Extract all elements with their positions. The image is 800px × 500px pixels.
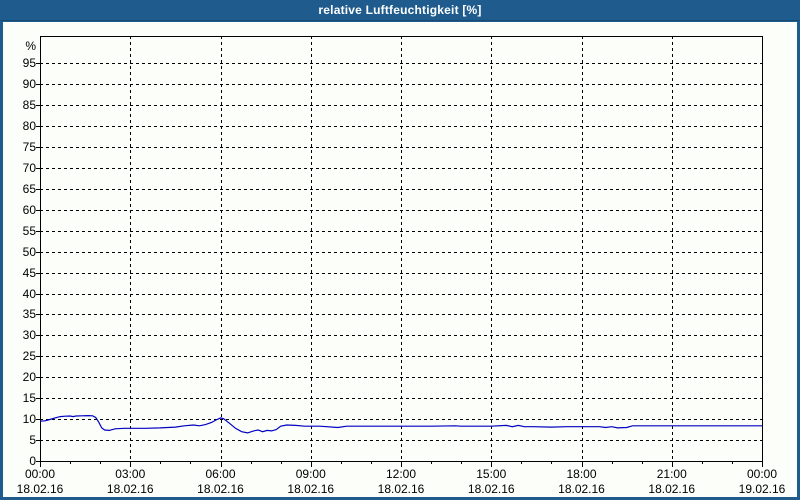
svg-text:85: 85 [23, 98, 37, 112]
svg-text:18.02.16: 18.02.16 [107, 482, 154, 496]
chart-content-area: % 0 5 10 15 20 25 30 35 40 45 50 55 60 65 70 75 80 85 90 95 0… [3, 22, 797, 497]
svg-text:5: 5 [29, 433, 36, 447]
svg-text:20: 20 [23, 370, 37, 384]
svg-text:19.02.16: 19.02.16 [739, 482, 786, 496]
svg-text:0: 0 [29, 454, 36, 468]
svg-text:15:00: 15:00 [476, 467, 506, 481]
svg-text:18.02.16: 18.02.16 [468, 482, 515, 496]
svg-text:03:00: 03:00 [115, 467, 145, 481]
svg-text:00:00: 00:00 [747, 467, 777, 481]
svg-text:45: 45 [23, 266, 37, 280]
svg-text:70: 70 [23, 161, 37, 175]
humidity-line-chart: % 0 5 10 15 20 25 30 35 40 45 50 55 60 65 70 75 80 85 90 95 0… [17, 36, 786, 496]
gridlines [40, 36, 762, 461]
svg-text:65: 65 [23, 182, 37, 196]
svg-text:18.02.16: 18.02.16 [558, 482, 605, 496]
svg-text:18.02.16: 18.02.16 [197, 482, 244, 496]
svg-text:18.02.16: 18.02.16 [17, 482, 64, 496]
svg-text:00:00: 00:00 [25, 467, 55, 481]
svg-text:15: 15 [23, 391, 37, 405]
svg-text:18:00: 18:00 [566, 467, 596, 481]
svg-text:35: 35 [23, 307, 37, 321]
svg-text:10: 10 [23, 412, 37, 426]
svg-text:09:00: 09:00 [296, 467, 326, 481]
svg-text:%: % [25, 39, 36, 53]
window-titlebar: relative Luftfeuchtigkeit [%] [0, 0, 800, 21]
svg-text:18.02.16: 18.02.16 [287, 482, 334, 496]
svg-text:12:00: 12:00 [386, 467, 416, 481]
svg-text:21:00: 21:00 [657, 467, 687, 481]
svg-text:90: 90 [23, 77, 37, 91]
axis-labels: % 0 5 10 15 20 25 30 35 40 45 50 55 60 65 70 75 80 85 90 95 0… [17, 39, 786, 496]
svg-text:06:00: 06:00 [205, 467, 235, 481]
svg-text:95: 95 [23, 56, 37, 70]
data-polyline [39, 414, 762, 434]
svg-text:40: 40 [23, 287, 37, 301]
series-humidity-line [39, 414, 762, 434]
svg-text:18.02.16: 18.02.16 [648, 482, 695, 496]
svg-text:18.02.16: 18.02.16 [378, 482, 425, 496]
svg-text:80: 80 [23, 119, 37, 133]
svg-text:55: 55 [23, 224, 37, 238]
svg-text:50: 50 [23, 245, 37, 259]
axis-ticks [36, 63, 763, 467]
svg-text:30: 30 [23, 328, 37, 342]
svg-text:60: 60 [23, 203, 37, 217]
svg-text:25: 25 [23, 349, 37, 363]
svg-text:75: 75 [23, 140, 37, 154]
window-title: relative Luftfeuchtigkeit [%] [318, 3, 482, 17]
